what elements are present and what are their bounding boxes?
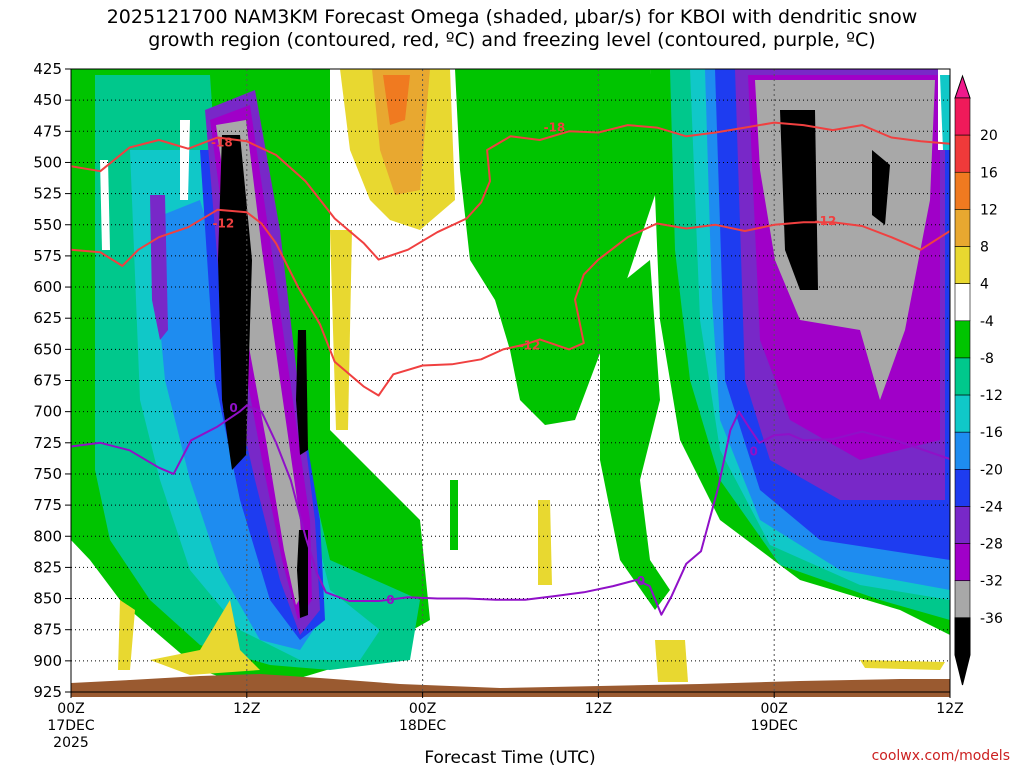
terrain <box>71 674 950 697</box>
y-tick-label: 725 <box>33 434 62 452</box>
contour-labels: -18 -18 -12 -12 -12 0 0 0 0 <box>211 121 837 607</box>
colorbar-segment <box>954 394 971 433</box>
x-tick-label: 00Z <box>57 701 84 717</box>
colorbar-segment <box>954 543 971 582</box>
contour-label: 0 <box>229 401 237 415</box>
x-tick-label: 12Z <box>233 701 260 717</box>
colorbar: 20 16 12 8 4 -4 -8 -12 -16 -20 -24 -28 -32 -36 <box>954 74 1003 686</box>
colorbar-label: -4 <box>980 314 994 330</box>
credit-text: coolwx.com/models <box>872 748 1010 764</box>
contour-label: 0 <box>637 574 645 588</box>
contour-minus18 <box>71 121 950 261</box>
y-tick-label: 875 <box>33 621 62 639</box>
colorbar-label: 12 <box>980 202 998 218</box>
colorbar-label: 20 <box>980 128 998 144</box>
x-tick-label: 00Z <box>409 701 436 717</box>
y-tick-label: 650 <box>33 340 62 358</box>
colorbar-label: 4 <box>980 277 989 293</box>
contour-minus12 <box>71 208 950 397</box>
contour-label: -18 <box>544 121 566 135</box>
colorbar-segment <box>954 506 971 544</box>
colorbar-segment <box>954 580 971 619</box>
contour-label: -12 <box>213 217 235 231</box>
colorbar-segment <box>954 171 971 210</box>
contour-label: 0 <box>750 445 758 459</box>
colorbar-label: 16 <box>980 165 998 181</box>
y-tick-label: 525 <box>33 185 62 203</box>
y-tick-label: 825 <box>33 558 62 576</box>
colorbar-bottom-arrow <box>954 617 971 686</box>
colorbar-segment <box>954 320 971 359</box>
y-tick-label: 700 <box>33 403 62 421</box>
y-tick-label: 500 <box>33 153 62 171</box>
colorbar-label: -16 <box>980 425 1003 441</box>
contour-lines <box>71 121 950 616</box>
y-tick-label: 800 <box>33 527 62 545</box>
colorbar-label: -36 <box>980 611 1003 627</box>
colorbar-segment <box>954 134 971 173</box>
y-axis: 425 450 475 500 525 550 575 600 625 650 675 700 725 7… <box>33 60 71 701</box>
y-tick-label: 575 <box>33 247 62 265</box>
colorbar-top-arrow <box>954 74 971 99</box>
y-tick-label: 925 <box>33 683 62 701</box>
x-tick-label: 18DEC <box>399 718 446 734</box>
contour-label: -12 <box>815 214 837 228</box>
y-tick-label: 475 <box>33 122 62 140</box>
gridlines <box>71 69 950 692</box>
colorbar-segment <box>954 209 971 247</box>
x-tick-label: 17DEC <box>47 718 94 734</box>
colorbar-segment <box>954 283 971 322</box>
x-tick-label: 12Z <box>585 701 612 717</box>
y-tick-label: 900 <box>33 652 62 670</box>
colorbar-label: -8 <box>980 351 994 367</box>
y-tick-label: 775 <box>33 496 62 514</box>
colorbar-segment <box>954 246 971 284</box>
contour-label: -18 <box>211 136 233 150</box>
x-tick-label: 2025 <box>53 735 89 751</box>
x-tick-label: 12Z <box>936 701 963 717</box>
y-tick-label: 600 <box>33 278 62 296</box>
contour-label: 0 <box>386 593 394 607</box>
colorbar-segment <box>954 357 971 396</box>
x-axis-title: Forecast Time (UTC) <box>424 748 595 768</box>
y-tick-label: 425 <box>33 60 62 78</box>
colorbar-label: -12 <box>980 388 1003 404</box>
y-tick-label: 675 <box>33 372 62 390</box>
chart-title-line1: 2025121700 NAM3KM Forecast Omega (shaded… <box>106 6 918 28</box>
colorbar-segment <box>954 431 971 470</box>
contour-label: -12 <box>519 339 541 353</box>
colorbar-label: -32 <box>980 574 1003 590</box>
colorbar-segment <box>954 469 971 507</box>
omega-shading <box>71 69 950 692</box>
colorbar-label: -20 <box>980 462 1003 478</box>
y-tick-label: 850 <box>33 590 62 608</box>
colorbar-label: -24 <box>980 499 1003 515</box>
y-tick-label: 625 <box>33 309 62 327</box>
contour-0 <box>71 404 950 616</box>
y-tick-label: 750 <box>33 465 62 483</box>
colorbar-segment <box>954 97 971 136</box>
x-tick-label: 00Z <box>760 701 787 717</box>
colorbar-label: -28 <box>980 537 1003 553</box>
chart-title: 2025121700 NAM3KM Forecast Omega (shaded… <box>0 6 1024 52</box>
y-tick-label: 550 <box>33 216 62 234</box>
colorbar-label: 8 <box>980 240 989 256</box>
chart-title-line2: growth region (contoured, red, ºC) and f… <box>148 29 876 51</box>
x-tick-label: 19DEC <box>751 718 798 734</box>
y-tick-label: 450 <box>33 91 62 109</box>
